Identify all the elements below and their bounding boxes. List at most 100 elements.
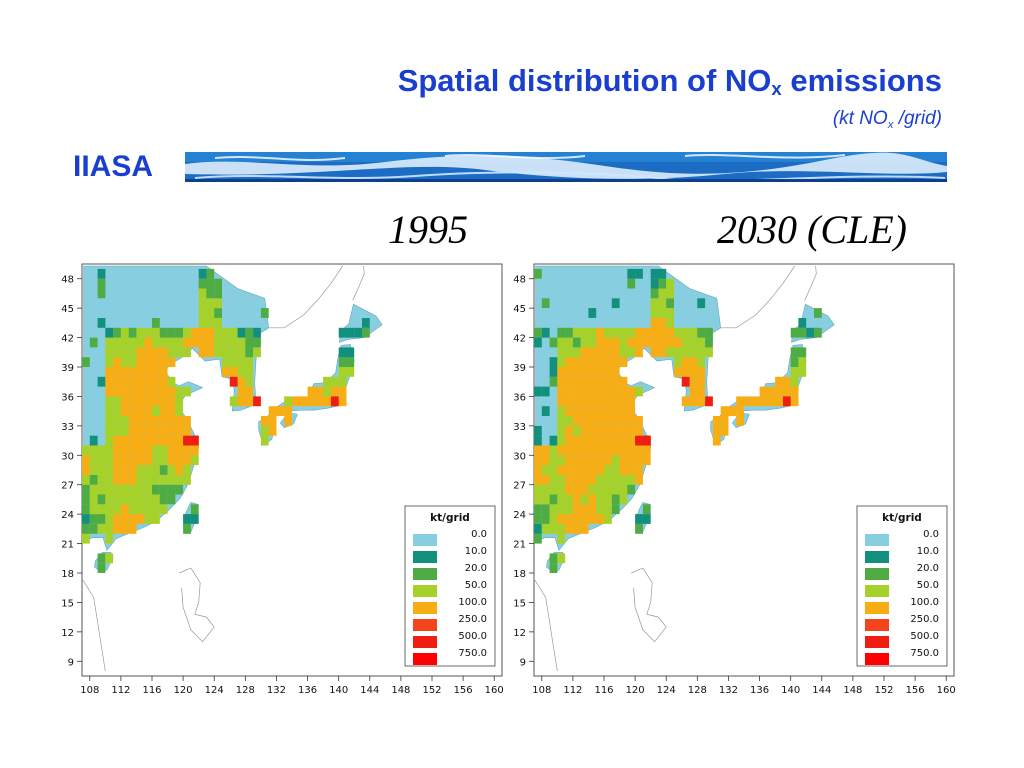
grid-cell [97,494,106,505]
grid-cell [120,357,129,367]
legend-swatch [413,585,437,597]
grid-cell [635,524,643,534]
grid-cell [175,484,184,495]
grid-cell [229,327,238,338]
x-tick-label: 156 [454,685,473,696]
grid-cell [596,396,604,407]
grid-cell [105,524,114,534]
grid-cell [666,337,674,348]
grid-cell [689,376,698,387]
grid-cell [183,474,191,485]
grid-cell [105,494,114,505]
grid-cell [619,396,628,407]
grid-cell [113,425,121,436]
grid-cell [120,455,129,466]
grid-cell [635,445,643,456]
y-tick-label: 12 [61,628,74,639]
y-tick-label: 42 [61,334,74,345]
grid-cell [627,406,636,416]
grid-cell [557,504,566,515]
grid-cell-hot [253,396,261,407]
grid-cell [113,337,121,348]
x-tick-label: 116 [594,685,613,696]
grid-cell [611,504,620,515]
grid-cell [580,357,589,367]
grid-cell [167,474,176,485]
indochina-coastline [534,578,558,672]
grid-cell [222,347,230,358]
grid-cell [159,367,168,377]
grid-cell [580,435,589,446]
grid-cell [152,327,160,338]
grid-cell [534,455,542,466]
grid-cell [705,337,713,348]
legend-label: 50.0 [465,580,487,591]
grid-cell [557,425,566,436]
grid-cell [557,416,566,426]
grid-cell [214,278,222,289]
grid-cell [728,406,737,416]
grid-cell [214,327,222,338]
grid-cell [97,504,106,515]
grid-cell [222,327,230,338]
grid-cell [237,386,246,397]
grid-cell [588,514,597,524]
grid-cell [565,435,573,446]
grid-cell [136,425,145,436]
grid-cell [198,278,207,289]
grid-cell [627,416,636,426]
grid-cell [596,327,604,338]
grid-cell [175,455,184,466]
grid-cell [338,357,347,367]
grid-cell [299,396,308,407]
grid-cell [113,357,121,367]
grid-cell [635,268,643,279]
grid-cell [89,484,98,495]
grid-cell [152,445,160,456]
grid-cell [152,425,160,436]
grid-cell [596,494,604,505]
x-tick-label: 156 [906,685,925,696]
grid-cell [557,357,566,367]
grid-cell [237,376,246,387]
grid-cell [744,396,752,407]
grid-cell [588,416,597,426]
grid-cell [198,337,207,348]
grid-cell [596,435,604,446]
grid-cell [588,465,597,475]
grid-cell [183,327,191,338]
grid-cell [549,435,558,446]
grid-cell [136,504,145,515]
grid-cell [113,347,121,358]
grid-cell [144,347,152,358]
grid-cell [175,327,184,338]
grid-cell [790,357,799,367]
grid-cell [604,416,612,426]
grid-cell [565,474,573,485]
grid-cell [534,504,542,515]
grid-cell [338,376,347,387]
grid-cell [152,494,160,505]
grid-cell [557,386,566,397]
grid-cell [105,425,114,436]
grid-cell [338,347,347,358]
grid-cell [565,524,573,534]
grid-cell [565,416,573,426]
grid-cell [619,347,628,358]
grid-cell [120,425,129,436]
grid-cell [588,455,597,466]
grid-cell [666,288,674,299]
grid-cell [627,474,636,485]
grid-cell [113,465,121,475]
grid-cell [323,376,331,387]
grid-cell [549,357,558,367]
grid-cell [689,357,698,367]
grid-cell [720,406,729,416]
grid-cell [307,396,316,407]
grid-cell [541,455,550,466]
grid-cell [113,524,121,534]
grid-cell [113,484,121,495]
x-tick-label: 140 [781,685,800,696]
grid-cell [120,504,129,515]
grid-cell [759,396,768,407]
